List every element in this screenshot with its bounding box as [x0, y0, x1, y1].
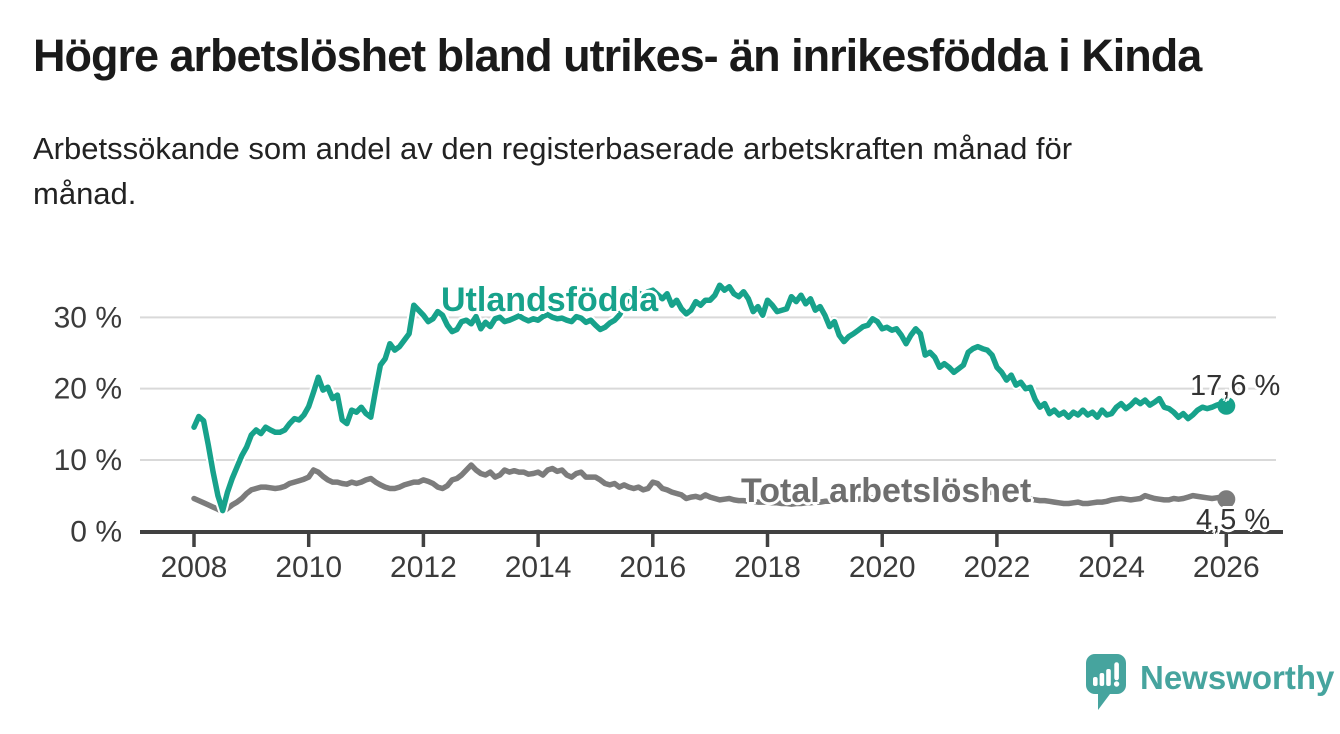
- series-line-utlandsf-dda: [191, 282, 1230, 514]
- y-tick-label: 20 %: [54, 373, 122, 406]
- page-title: Högre arbetslöshet bland utrikes- än inr…: [33, 30, 1202, 81]
- x-tick-label: 2022: [964, 551, 1031, 584]
- x-tick-label: 2012: [390, 551, 457, 584]
- x-tick-label: 2014: [505, 551, 572, 584]
- logo-bar-2: [1099, 673, 1105, 686]
- newsworthy-logo: Newsworthy: [1084, 652, 1334, 712]
- end-dot-total-arbetsl-shet: [1217, 490, 1236, 509]
- x-tick-label: 2008: [161, 551, 228, 584]
- x-tick-label: 2018: [734, 551, 801, 584]
- logo-exclamation-dot: [1113, 681, 1120, 687]
- logo-bar-1: [1093, 677, 1098, 686]
- page-subtitle: Arbetssökande som andel av den registerb…: [33, 131, 1073, 211]
- end-dot-utlandsf-dda: [1217, 396, 1236, 415]
- end-value-label-total: 4,5 %: [1196, 504, 1271, 536]
- logo-bar-3: [1106, 669, 1111, 686]
- series-casing-utlandsf-dda: [189, 280, 1232, 516]
- x-tick-label: 2016: [619, 551, 686, 584]
- series-label-total-arbetsloshet: Total arbetslöshet: [741, 472, 1032, 510]
- x-tick-label: 2024: [1078, 551, 1145, 584]
- series-line-total-arbetsl-shet: [191, 462, 1230, 515]
- line-chart: 2008 2010 2012 2014 2016 2018 2020 2022 2024 2026…: [54, 280, 1283, 584]
- y-tick-label: 0 %: [70, 515, 122, 548]
- y-tick-label: 30 %: [54, 301, 122, 334]
- x-tick-label: 2020: [849, 551, 916, 584]
- newsworthy-logo-text: Newsworthy: [1140, 659, 1335, 696]
- end-value-label-utlandsfodda: 17,6 %: [1190, 370, 1281, 402]
- y-tick-label: 10 %: [54, 444, 122, 477]
- x-tick-label: 2010: [275, 551, 342, 584]
- newsworthy-logo-icon: [1086, 654, 1126, 710]
- x-tick-label: 2026: [1193, 551, 1260, 584]
- series-label-utlandsfodda: Utlandsfödda: [441, 281, 659, 319]
